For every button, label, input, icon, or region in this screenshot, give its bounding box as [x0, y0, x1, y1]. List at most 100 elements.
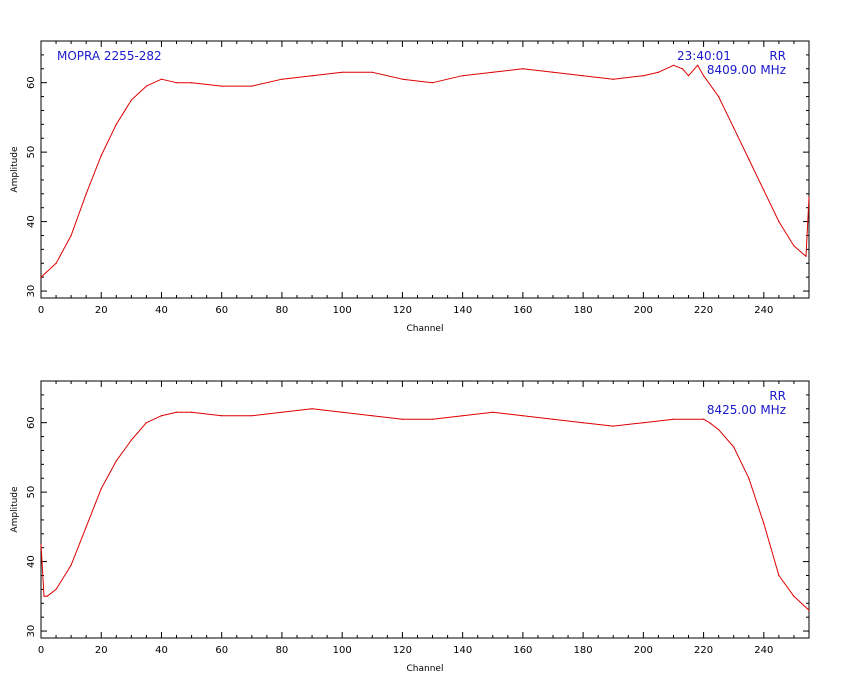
- plot-frame: [40, 40, 810, 299]
- x-tick-label: 60: [215, 645, 228, 656]
- data-point: [696, 64, 699, 66]
- x-tick-label: 20: [95, 305, 108, 316]
- data-point: [371, 71, 373, 73]
- data-point: [85, 193, 87, 195]
- data-point: [311, 75, 313, 77]
- data-point: [657, 71, 660, 73]
- data-point: [130, 99, 132, 101]
- time-label: 23:40:01: [677, 49, 731, 63]
- data-point: [718, 429, 720, 431]
- y-tick-label: 60: [26, 76, 37, 89]
- data-point: [40, 276, 42, 278]
- data-point: [582, 75, 584, 77]
- x-axis-title: Channel: [407, 324, 444, 334]
- data-point: [612, 78, 614, 80]
- x-tick-label: 20: [95, 645, 108, 656]
- frequency-label: 8425.00 MHz: [707, 403, 786, 417]
- data-point: [221, 85, 223, 87]
- data-point: [145, 422, 148, 424]
- data-point: [462, 75, 464, 77]
- data-point: [221, 415, 223, 417]
- data-point: [681, 68, 684, 70]
- data-point: [190, 82, 193, 84]
- data-point: [702, 418, 705, 420]
- y-tick-label: 30: [26, 625, 37, 638]
- y-tick-label: 50: [26, 486, 37, 499]
- x-tick-label: 120: [393, 305, 412, 316]
- x-tick-label: 140: [453, 645, 472, 656]
- y-tick-label: 40: [26, 215, 37, 228]
- data-point: [778, 574, 780, 577]
- data-point: [251, 415, 253, 417]
- data-point: [85, 526, 87, 528]
- data-point: [115, 123, 117, 125]
- data-point: [70, 564, 72, 566]
- data-point: [160, 415, 163, 417]
- x-tick-label: 0: [38, 305, 44, 316]
- chart-2: 0 20 40 60 80 100 120 140 160 180 200 220 240 30 40 50 6…: [10, 380, 810, 674]
- x-tick-label: 160: [513, 305, 532, 316]
- data-point: [808, 609, 810, 611]
- data-point: [763, 522, 765, 524]
- data-point: [190, 411, 193, 413]
- data-point: [251, 85, 253, 87]
- y-tick-label: 60: [26, 416, 37, 429]
- data-point: [612, 425, 614, 427]
- data-point: [462, 415, 464, 417]
- series-line: [40, 408, 810, 611]
- x-tick-label: 220: [694, 305, 713, 316]
- data-point: [672, 418, 675, 420]
- data-point: [341, 411, 343, 413]
- data-point: [582, 422, 584, 424]
- data-point: [145, 85, 148, 87]
- x-tick-label: 240: [754, 645, 773, 656]
- data-point: [808, 196, 810, 198]
- data-point: [522, 68, 524, 70]
- x-tick-label: 160: [513, 645, 532, 656]
- data-point: [175, 82, 178, 84]
- data-point: [552, 71, 554, 73]
- x-tick-label: 140: [453, 305, 472, 316]
- x-tick-label: 80: [276, 305, 289, 316]
- y-tick-label: 30: [26, 285, 37, 298]
- x-axis-title: Channel: [407, 664, 444, 674]
- series-line: [40, 64, 810, 278]
- data-point: [46, 595, 48, 597]
- x-tick-label: 200: [634, 645, 653, 656]
- data-point: [733, 127, 735, 129]
- y-axis-title: Amplitude: [10, 146, 20, 193]
- data-point: [160, 78, 163, 80]
- x-tick-label: 80: [276, 645, 289, 656]
- data-point: [492, 411, 494, 413]
- data-point: [748, 158, 750, 160]
- data-point: [793, 245, 795, 247]
- x-tick-label: 0: [38, 645, 44, 656]
- x-tick-label: 240: [754, 305, 773, 316]
- data-point: [401, 418, 404, 420]
- data-point: [341, 71, 343, 73]
- data-point: [718, 95, 720, 98]
- data-point: [702, 75, 705, 77]
- data-point: [522, 415, 524, 417]
- data-point: [778, 220, 780, 223]
- chart-1: 0 20 40 60 80 100 120 140 160 180 200 220 240 30 40 50 6…: [10, 40, 810, 334]
- x-tick-label: 60: [215, 305, 228, 316]
- data-point: [281, 78, 283, 80]
- data-point: [642, 75, 644, 77]
- data-point: [642, 422, 644, 424]
- data-point: [709, 422, 711, 424]
- data-point: [748, 477, 750, 479]
- data-point: [492, 71, 494, 73]
- y-axis-title: Amplitude: [10, 486, 20, 533]
- plot-frame: [40, 380, 810, 639]
- y-tick-label: 40: [26, 555, 37, 568]
- data-point: [431, 418, 434, 420]
- polarization-label: RR: [769, 389, 786, 403]
- data-point: [115, 460, 117, 462]
- source-label: MOPRA 2255-282: [57, 49, 162, 63]
- data-point: [805, 255, 807, 257]
- data-point: [55, 262, 57, 264]
- data-point: [100, 488, 102, 490]
- polarization-label: RR: [769, 49, 786, 63]
- x-tick-label: 100: [333, 305, 352, 316]
